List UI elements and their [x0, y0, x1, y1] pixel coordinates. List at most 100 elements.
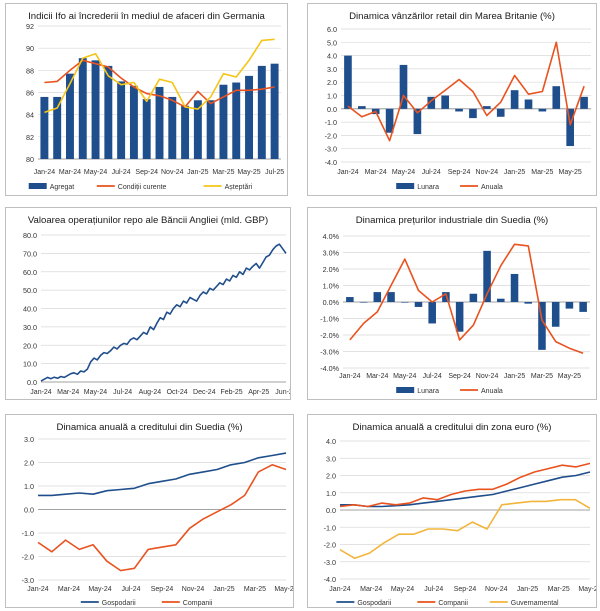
chart-title: Dinamica anuală a creditului din zona eu… — [353, 422, 552, 433]
chart-svg-2: Valoarea operațiunilor repo ale Băncii A… — [23, 215, 290, 396]
legend-label: Companii — [438, 600, 468, 607]
bar-lunara — [455, 108, 463, 112]
chart-title: Dinamica anuală a creditului din Suedia … — [56, 422, 242, 433]
bar-agregat — [78, 58, 87, 160]
x-tick-label: Mar-25 — [212, 169, 234, 176]
x-tick-label: Jul-24 — [423, 373, 442, 380]
x-tick-label: Feb-25 — [220, 389, 242, 396]
bar-agregat — [117, 81, 126, 159]
y-tick-label: 4.0 — [327, 52, 337, 61]
x-tick-label: May-24 — [393, 373, 416, 380]
y-tick-label: 10.0 — [23, 360, 37, 369]
x-tick-label: Jul-24 — [422, 169, 441, 176]
legend-label: Lunara — [417, 184, 439, 191]
x-tick-label: Sep-24 — [454, 586, 477, 593]
y-tick-label: -4.0 — [325, 158, 337, 167]
x-tick-label: May-25 — [578, 586, 596, 593]
bar-lunara — [344, 55, 352, 109]
bar-lunara — [358, 106, 366, 109]
line-guvernamental — [339, 498, 591, 560]
x-tick-label: Nov-24 — [485, 586, 508, 593]
chart-title: Dinamica vânzărilor retail din Marea Bri… — [349, 11, 555, 22]
y-tick-label: -3.0 — [324, 558, 336, 567]
y-tick-label: 84 — [26, 111, 34, 120]
x-tick-label: Mar-24 — [366, 373, 388, 380]
x-tick-label: Mar-24 — [59, 169, 81, 176]
y-tick-label: -1.0 — [22, 529, 34, 538]
bar-agregat — [66, 73, 74, 159]
bar-agregat — [206, 100, 215, 159]
y-tick-label: -1.0% — [320, 315, 339, 324]
bar-lunara — [400, 302, 409, 303]
legend-swatch — [396, 387, 415, 393]
chart-uk-retail-sales: Dinamica vânzărilor retail din Marea Bri… — [307, 3, 597, 196]
legend-label: Anuala — [481, 388, 503, 395]
line-anuala — [349, 243, 584, 354]
x-tick-label: Jan-24 — [30, 389, 52, 396]
x-tick-label: Sep-24 — [448, 169, 471, 176]
x-tick-label: Nov-24 — [161, 169, 184, 176]
y-tick-label: 1.0 — [326, 489, 336, 498]
legend-swatch — [28, 183, 47, 189]
legend-label: Lunara — [417, 388, 439, 395]
bar-lunara — [524, 99, 533, 109]
bar-agregat — [181, 105, 190, 159]
y-tick-label: 2.0% — [323, 265, 340, 274]
chart-svg-5: Dinamica anuală a creditului din zona eu… — [324, 422, 596, 607]
y-tick-label: 0.0 — [27, 378, 37, 387]
y-tick-label: 20.0 — [23, 341, 37, 350]
x-tick-label: Jun-25 — [275, 389, 290, 396]
x-tick-label: May-24 — [88, 586, 111, 593]
bar-lunara — [414, 302, 423, 307]
y-tick-label: -2.0 — [22, 553, 34, 562]
chart-title: Dinamica prețurilor industriale din Sued… — [356, 215, 549, 226]
bar-lunara — [413, 108, 422, 135]
y-tick-label: 5.0 — [327, 38, 337, 47]
bar-lunara — [565, 302, 574, 309]
x-tick-label: Apr-25 — [248, 389, 269, 396]
bar-lunara — [455, 302, 464, 332]
bar-lunara — [524, 302, 533, 304]
y-tick-label: 4.0 — [326, 437, 336, 446]
bar-agregat — [104, 65, 113, 159]
x-tick-label: Jan-25 — [504, 169, 526, 176]
bar-agregat — [142, 99, 151, 159]
y-tick-label: -3.0 — [325, 145, 337, 154]
y-tick-label: 88 — [26, 66, 34, 75]
y-tick-label: -3.0% — [320, 348, 339, 357]
x-tick-label: May-24 — [84, 389, 107, 396]
x-tick-label: Aug-24 — [139, 389, 162, 396]
y-tick-label: -2.0 — [325, 131, 337, 140]
y-tick-label: -4.0% — [320, 364, 339, 373]
chart-eurozone-credit: Dinamica anuală a creditului din zona eu… — [307, 414, 597, 608]
line-asteptari — [44, 38, 275, 114]
x-tick-label: Mar-25 — [531, 373, 553, 380]
y-tick-label: 70.0 — [23, 249, 37, 258]
bar-lunara — [346, 297, 354, 302]
y-tick-label: 40.0 — [23, 305, 37, 314]
bar-agregat — [245, 75, 253, 159]
chart-svg-4: Dinamica anuală a creditului din Suedia … — [22, 422, 293, 607]
x-tick-label: Jul-24 — [112, 169, 131, 176]
x-tick-label: May-25 — [558, 373, 581, 380]
x-tick-label: Dec-24 — [193, 389, 216, 396]
x-tick-label: May-24 — [84, 169, 107, 176]
x-tick-label: Jan-25 — [517, 586, 539, 593]
bar-lunara — [441, 95, 449, 109]
legend-label: Companii — [183, 600, 213, 607]
y-tick-label: 1.0 — [24, 482, 34, 491]
chart-boe-repo: Valoarea operațiunilor repo ale Băncii A… — [5, 207, 291, 400]
y-tick-label: 82 — [26, 133, 34, 142]
bar-lunara — [551, 302, 560, 327]
x-tick-label: Mar-25 — [548, 586, 570, 593]
bar-agregat — [168, 96, 177, 159]
y-tick-label: -1.0 — [325, 118, 337, 127]
legend-label: Gospodarii — [357, 600, 391, 607]
chart-svg-3: Dinamica prețurilor industriale din Sued… — [320, 215, 590, 395]
line-repo — [40, 243, 287, 382]
bar-lunara — [385, 108, 394, 133]
bar-agregat — [193, 100, 202, 159]
bar-lunara — [483, 106, 491, 109]
chart-svg-1: Dinamica vânzărilor retail din Marea Bri… — [325, 11, 591, 191]
line-companii — [37, 463, 287, 572]
